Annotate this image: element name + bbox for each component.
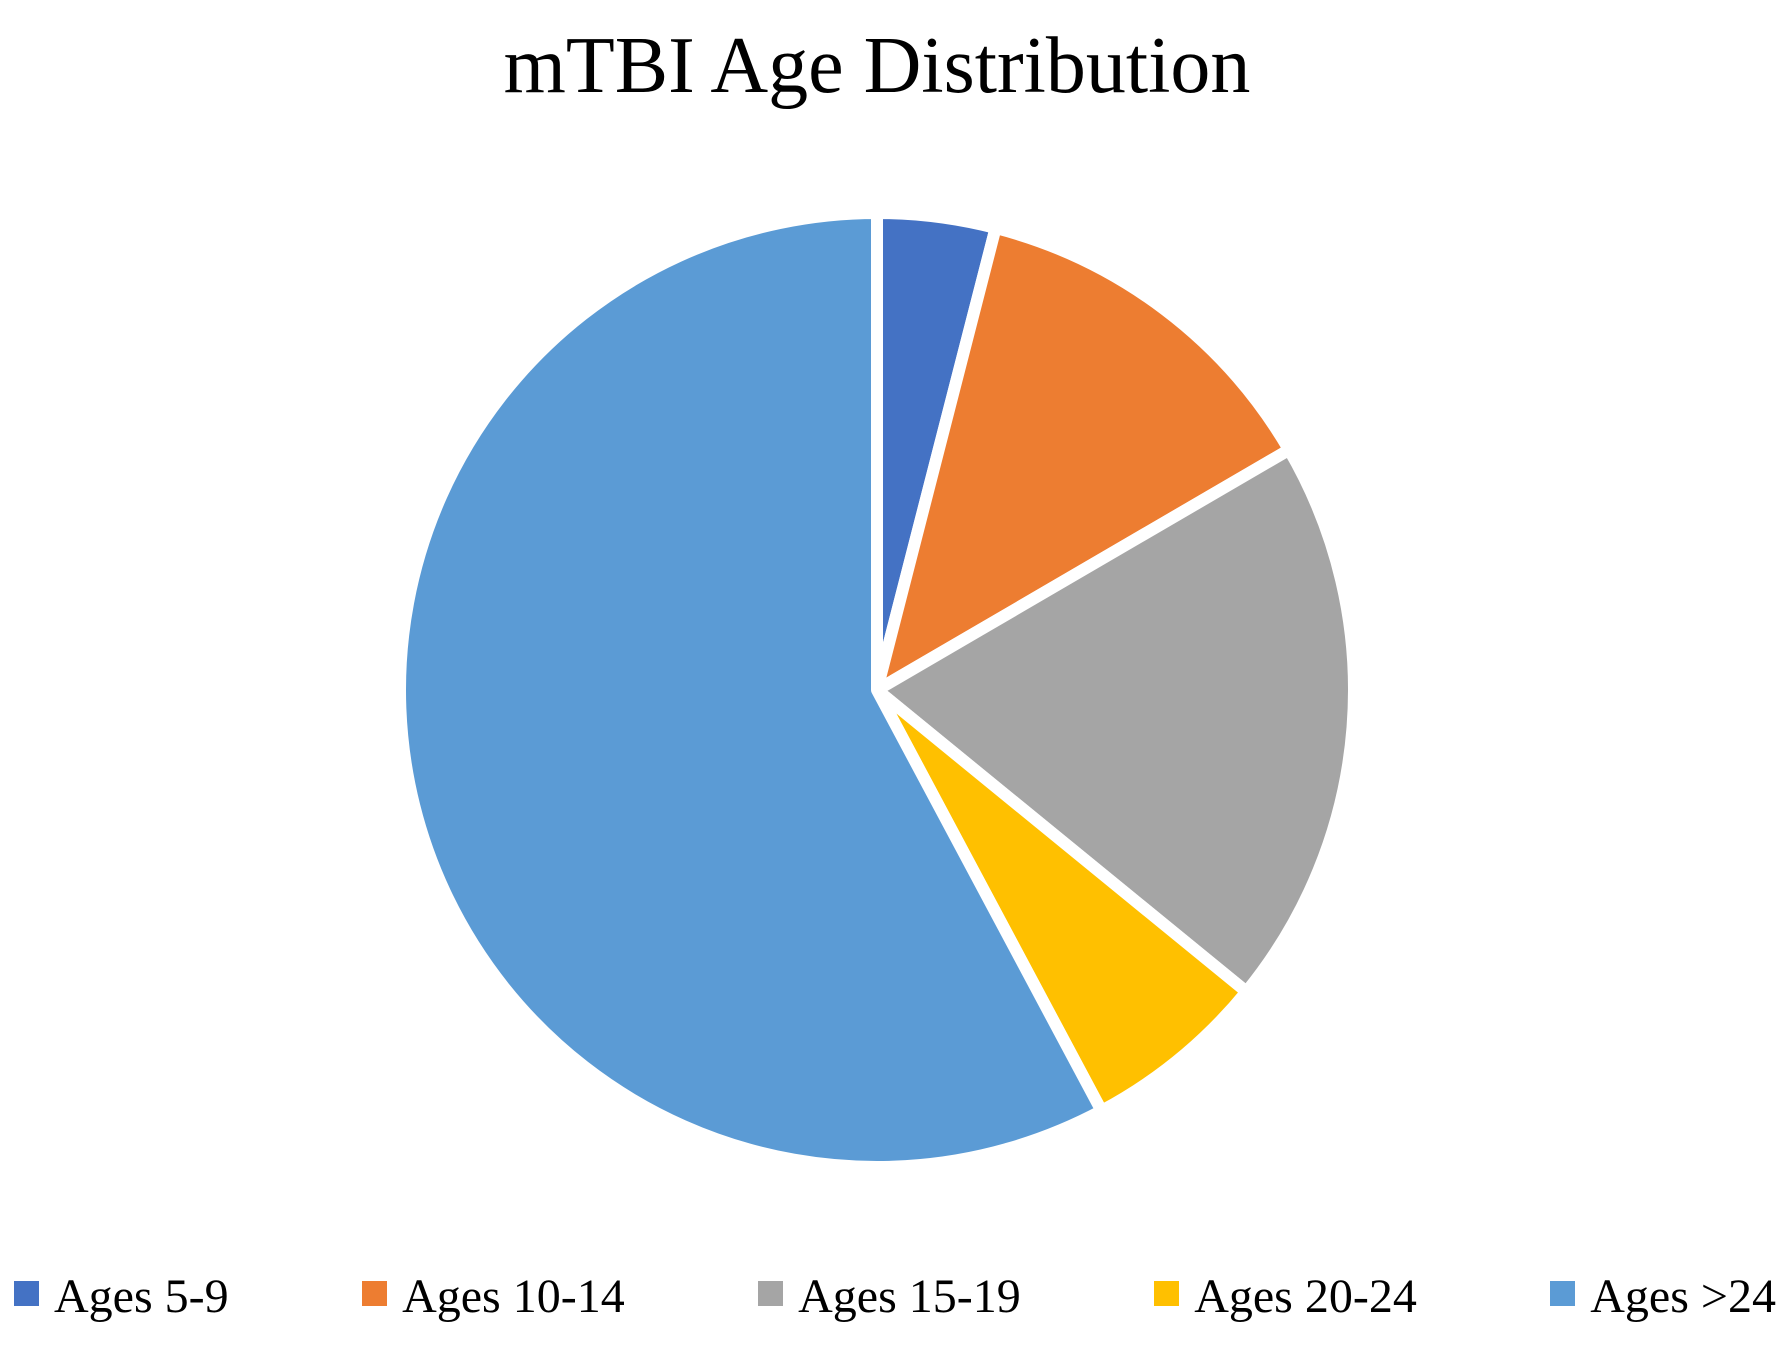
pie-slice-ages-15-19 bbox=[871, 443, 1360, 998]
legend-label: Ages 15-19 bbox=[798, 1270, 1021, 1323]
pie-slice-ages-10-14 bbox=[871, 221, 1296, 696]
legend-item-ages-15-19: Ages 15-19 bbox=[758, 1268, 1021, 1326]
legend-swatch-ages-5-9 bbox=[14, 1281, 39, 1307]
legend-swatch-ages-10-14 bbox=[362, 1281, 388, 1307]
chart-legend: Ages 5-9 Ages 10-14 Ages 15-19 Ages 20-24 Ag… bbox=[0, 1268, 1790, 1326]
legend-label: Ages 5-9 bbox=[54, 1270, 229, 1323]
legend-swatch-ages-24 bbox=[1550, 1281, 1576, 1307]
legend-item-ages-5-9: Ages 5-9 bbox=[14, 1268, 229, 1326]
pie-slice-ages-24 bbox=[394, 207, 1108, 1173]
legend-label: Ages >24 bbox=[1590, 1270, 1776, 1323]
pie-slice-ages-20-24 bbox=[871, 684, 1253, 1117]
legend-swatch-ages-20-24 bbox=[1154, 1281, 1180, 1307]
legend-item-ages-24: Ages >24 bbox=[1550, 1268, 1776, 1326]
legend-swatch-ages-15-19 bbox=[758, 1281, 784, 1307]
legend-item-ages-10-14: Ages 10-14 bbox=[362, 1268, 625, 1326]
legend-item-ages-20-24: Ages 20-24 bbox=[1154, 1268, 1417, 1326]
legend-label: Ages 20-24 bbox=[1194, 1270, 1417, 1323]
chart-title: mTBI Age Distribution bbox=[503, 22, 1251, 110]
legend-label: Ages 10-14 bbox=[402, 1270, 625, 1323]
